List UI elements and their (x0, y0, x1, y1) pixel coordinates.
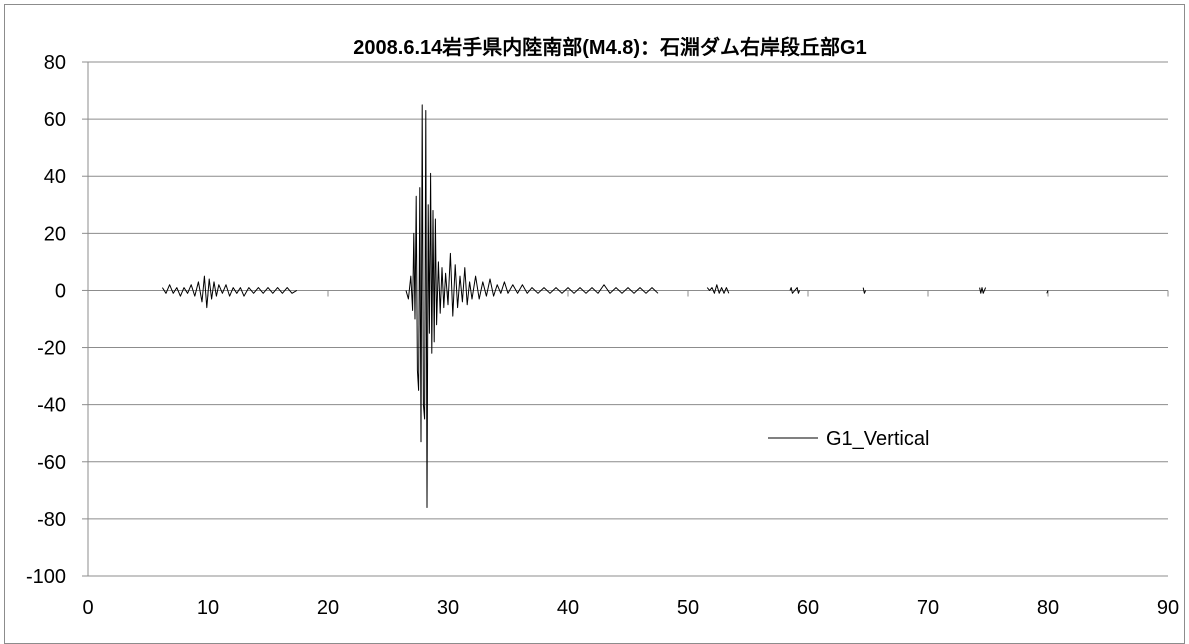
x-tick-label: 80 (1037, 597, 1059, 619)
y-tick-label: -60 (37, 452, 66, 474)
x-tick-label: 30 (437, 597, 459, 619)
x-tick-label: 50 (677, 597, 699, 619)
y-tick-label: 0 (55, 280, 66, 302)
y-tick-labels: 80 60 40 20 0 -20 -40 -60 -80 -100 (26, 52, 66, 588)
y-tick-label: -100 (26, 566, 66, 588)
y-tick-label: 20 (44, 223, 66, 245)
y-tick-label: -40 (37, 395, 66, 417)
chart-frame (4, 4, 1185, 644)
series-group (161, 104, 1049, 508)
series-line (161, 104, 1049, 508)
y-tick-label: 80 (44, 52, 66, 74)
y-tick-label: 40 (44, 166, 66, 188)
x-tick-label: 90 (1157, 597, 1179, 619)
axes (82, 61, 1169, 577)
x-tick-label: 40 (557, 597, 579, 619)
legend-label: G1_Vertical (826, 428, 929, 450)
x-tick-labels: 0 10 20 30 40 50 60 70 80 90 (82, 597, 1179, 619)
chart-title: 2008.6.14岩手県内陸南部(M4.8)：石淵ダム右岸段丘部G1 (353, 35, 866, 59)
grid-lines (88, 61, 1168, 577)
y-tick-label: -20 (37, 338, 66, 360)
x-tick-label: 0 (82, 597, 93, 619)
legend: G1_Vertical (768, 428, 929, 450)
x-tick-label: 60 (797, 597, 819, 619)
chart-svg: 2008.6.14岩手県内陸南部(M4.8)：石淵ダム右岸段丘部G1 80 60 4… (26, 35, 1179, 619)
x-tick-label: 70 (917, 597, 939, 619)
x-tick-label: 20 (317, 597, 339, 619)
x-tick-label: 10 (197, 597, 219, 619)
y-tick-label: 60 (44, 109, 66, 131)
y-tick-label: -80 (37, 509, 66, 531)
